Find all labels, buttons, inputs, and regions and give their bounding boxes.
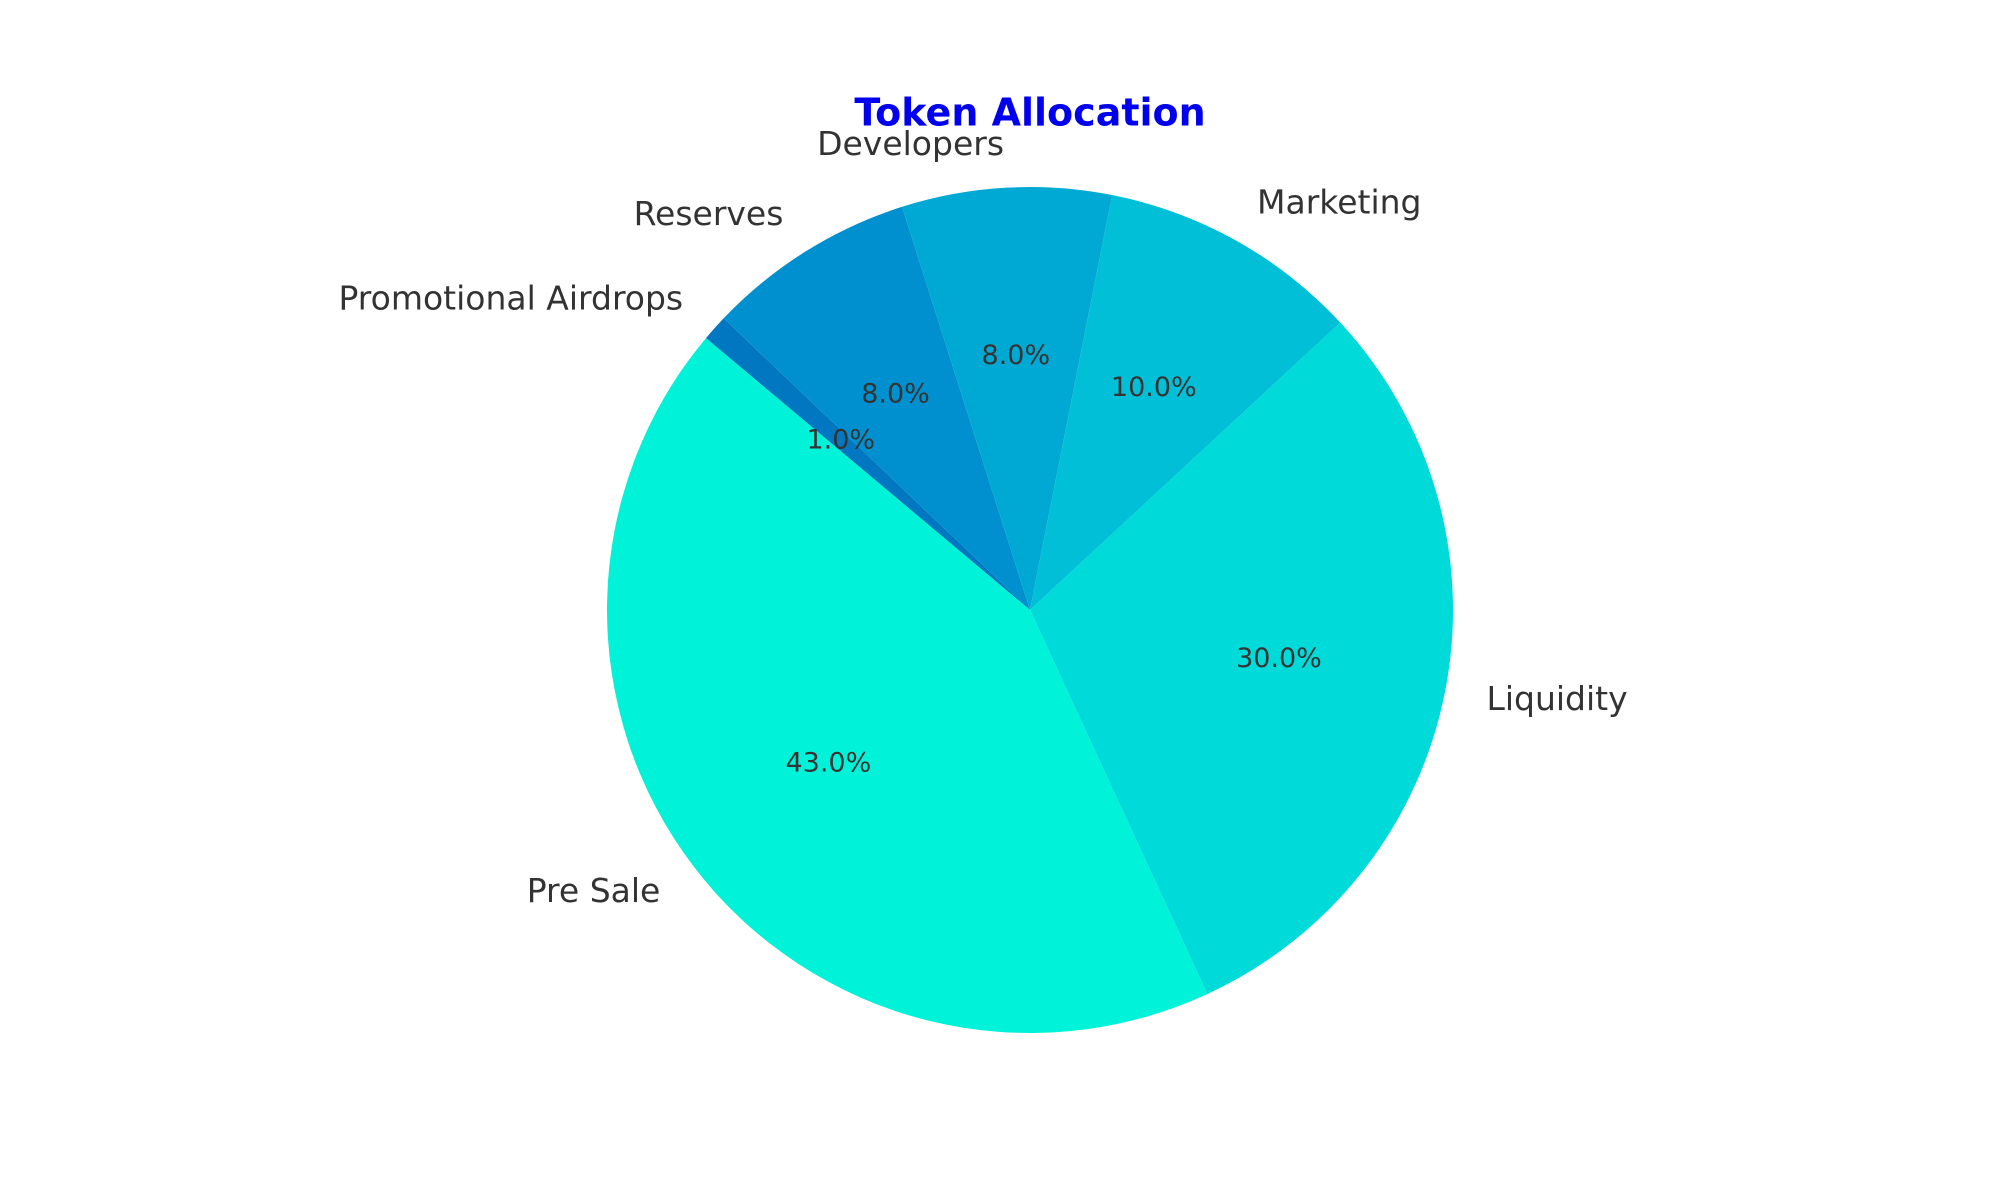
- slice-percent-promotional-airdrops: 1.0%: [806, 424, 875, 455]
- pie-slice-pre-sale: [607, 338, 1208, 1033]
- pie-slice-marketing: [1030, 195, 1341, 610]
- slice-label-marketing: Marketing: [1257, 182, 1421, 221]
- pie-slice-developers: [902, 186, 1113, 610]
- slice-label-developers: Developers: [817, 124, 1004, 163]
- slice-percent-pre-sale: 43.0%: [785, 748, 871, 779]
- slice-percent-liquidity: 30.0%: [1236, 643, 1322, 674]
- slice-percent-reserves: 8.0%: [861, 378, 930, 409]
- slice-label-reserves: Reserves: [634, 194, 784, 233]
- pie-labels: Promotional Airdrops 1.0% Reserves 8.0% Deve…: [338, 124, 1627, 910]
- slice-percent-marketing: 10.0%: [1111, 372, 1197, 403]
- slice-label-promotional-airdrops: Promotional Airdrops: [338, 278, 683, 317]
- pie-slice-promotional-airdrops: [705, 318, 1030, 610]
- slice-label-liquidity: Liquidity: [1486, 679, 1627, 718]
- pie-slice-liquidity: [1030, 322, 1453, 994]
- chart-title: Token Allocation: [854, 91, 1205, 135]
- slice-percent-developers: 8.0%: [982, 340, 1051, 371]
- slice-label-pre-sale: Pre Sale: [527, 871, 661, 910]
- pie-slice-reserves: [723, 206, 1030, 610]
- pie-slices: [607, 186, 1453, 1033]
